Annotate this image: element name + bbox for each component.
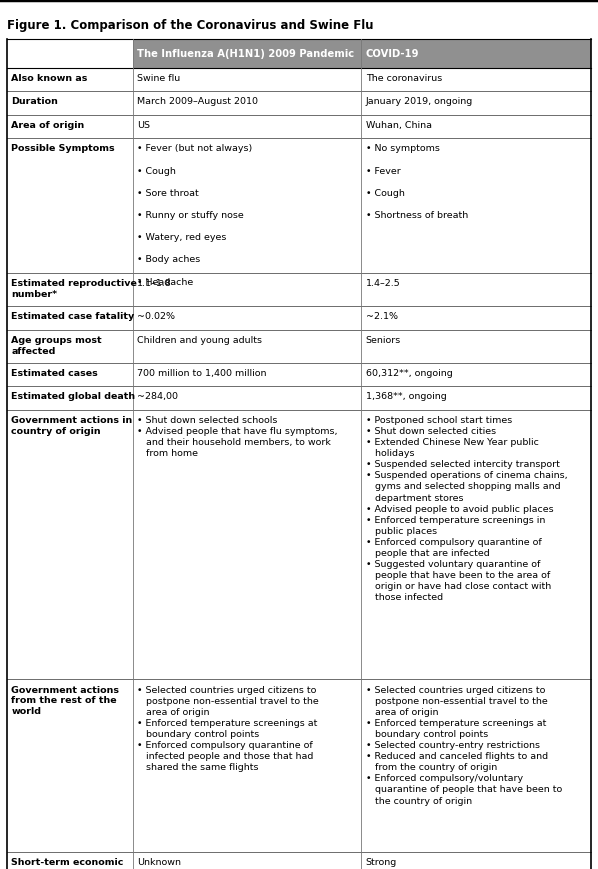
Text: January 2019, ongoing: January 2019, ongoing — [365, 97, 473, 106]
Text: Children and young adults: Children and young adults — [137, 335, 262, 344]
Text: Estimated reproductive
number*: Estimated reproductive number* — [11, 279, 137, 299]
Text: Swine flu: Swine flu — [137, 74, 180, 83]
Text: ~284,00: ~284,00 — [137, 392, 178, 401]
Text: 700 million to 1,400 million: 700 million to 1,400 million — [137, 368, 266, 377]
Text: Estimated global death: Estimated global death — [11, 392, 136, 401]
Text: The Influenza A(H1N1) 2009 Pandemic: The Influenza A(H1N1) 2009 Pandemic — [137, 50, 354, 59]
Text: • Fever (but not always)

• Cough

• Sore throat

• Runny or stuffy nose

• Wate: • Fever (but not always) • Cough • Sore … — [137, 144, 252, 286]
Text: 1.4–2.5: 1.4–2.5 — [365, 279, 401, 288]
Text: March 2009–August 2010: March 2009–August 2010 — [137, 97, 258, 106]
Text: Seniors: Seniors — [365, 335, 401, 344]
Text: ~2.1%: ~2.1% — [365, 312, 398, 321]
Text: • Selected countries urged citizens to
   postpone non-essential travel to the
 : • Selected countries urged citizens to p… — [365, 685, 562, 805]
Text: Government actions in
country of origin: Government actions in country of origin — [11, 415, 133, 435]
Text: Area of origin: Area of origin — [11, 121, 84, 129]
Text: ~0.02%: ~0.02% — [137, 312, 175, 321]
Text: • Postponed school start times
• Shut down selected cities
• Extended Chinese Ne: • Postponed school start times • Shut do… — [365, 415, 568, 601]
Text: US: US — [137, 121, 150, 129]
Bar — [133, 40, 591, 69]
Text: • Shut down selected schools
• Advised people that have flu symptoms,
   and the: • Shut down selected schools • Advised p… — [137, 415, 337, 458]
Text: Figure 1. Comparison of the Coronavirus and Swine Flu: Figure 1. Comparison of the Coronavirus … — [7, 19, 374, 32]
Text: • Selected countries urged citizens to
   postpone non-essential travel to the
 : • Selected countries urged citizens to p… — [137, 685, 319, 772]
Text: Strong: Strong — [365, 857, 397, 866]
Text: Estimated cases: Estimated cases — [11, 368, 98, 377]
Text: Unknown: Unknown — [137, 857, 181, 866]
Text: • No symptoms

• Fever

• Cough

• Shortness of breath: • No symptoms • Fever • Cough • Shortnes… — [365, 144, 468, 220]
Text: Also known as: Also known as — [11, 74, 88, 83]
Text: Duration: Duration — [11, 97, 58, 106]
Text: Age groups most
affected: Age groups most affected — [11, 335, 102, 355]
Text: COVID-19: COVID-19 — [365, 50, 419, 59]
Text: The coronavirus: The coronavirus — [365, 74, 442, 83]
Text: Wuhan, China: Wuhan, China — [365, 121, 432, 129]
Text: 1.1–1.8: 1.1–1.8 — [137, 279, 172, 288]
Text: 1,368**, ongoing: 1,368**, ongoing — [365, 392, 446, 401]
Text: Short-term economic
impact: Short-term economic impact — [11, 857, 124, 869]
Text: Estimated case fatality: Estimated case fatality — [11, 312, 135, 321]
Text: Government actions
from the rest of the
world: Government actions from the rest of the … — [11, 685, 120, 715]
Text: 60,312**, ongoing: 60,312**, ongoing — [365, 368, 452, 377]
Text: Possible Symptoms: Possible Symptoms — [11, 144, 115, 153]
